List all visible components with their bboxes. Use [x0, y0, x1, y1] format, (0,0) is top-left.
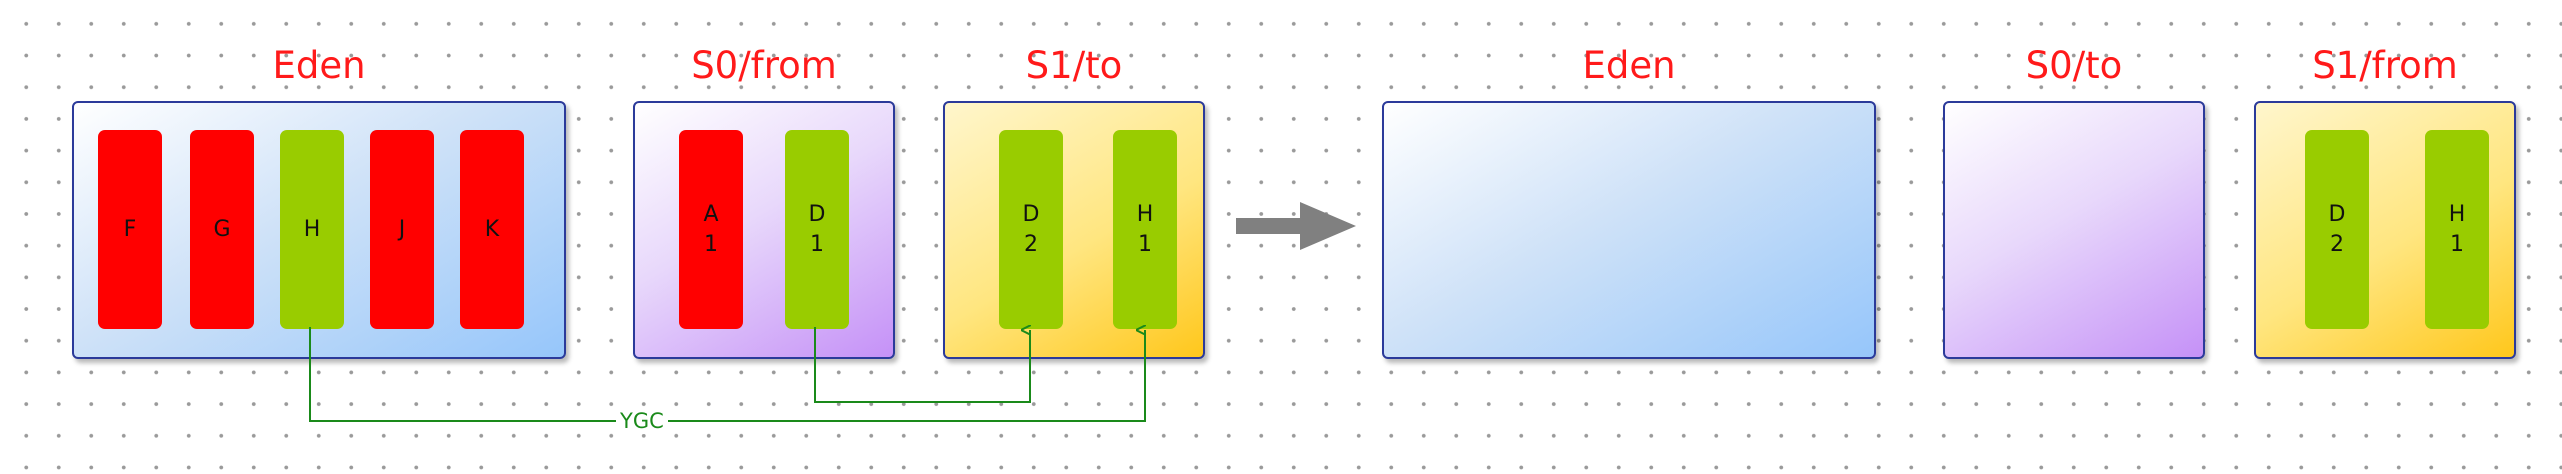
object-d1: D 1	[785, 130, 849, 329]
s1-title-after: S1/from	[2312, 44, 2458, 87]
s0-title-after: S0/to	[2025, 44, 2123, 87]
object-f: F	[98, 130, 162, 329]
s1-region-before: D 2 H 1	[943, 101, 1205, 359]
object-k: K	[460, 130, 524, 329]
s0-title-before: S0/from	[691, 44, 837, 87]
object-d2-after: D 2	[2305, 130, 2369, 329]
object-h1: H 1	[1113, 130, 1177, 329]
ygc-connector-d	[814, 327, 1031, 403]
transition-arrow-icon	[1236, 202, 1356, 250]
object-j: J	[370, 130, 434, 329]
s1-title-before: S1/to	[1025, 44, 1123, 87]
ygc-connector-h	[309, 327, 1146, 422]
object-h: H	[280, 130, 344, 329]
s1-region-after: D 2 H 1	[2254, 101, 2516, 359]
object-a1: A 1	[679, 130, 743, 329]
s0-region-after	[1943, 101, 2205, 359]
object-h1-after: H 1	[2425, 130, 2489, 329]
ygc-label: YGC	[616, 408, 668, 434]
eden-region-after	[1382, 101, 1876, 359]
object-g: G	[190, 130, 254, 329]
s0-region-before: A 1 D 1	[633, 101, 895, 359]
eden-title-after: Eden	[1582, 44, 1676, 87]
eden-region-before: F G H J K	[72, 101, 566, 359]
eden-title-before: Eden	[272, 44, 366, 87]
object-d2: D 2	[999, 130, 1063, 329]
